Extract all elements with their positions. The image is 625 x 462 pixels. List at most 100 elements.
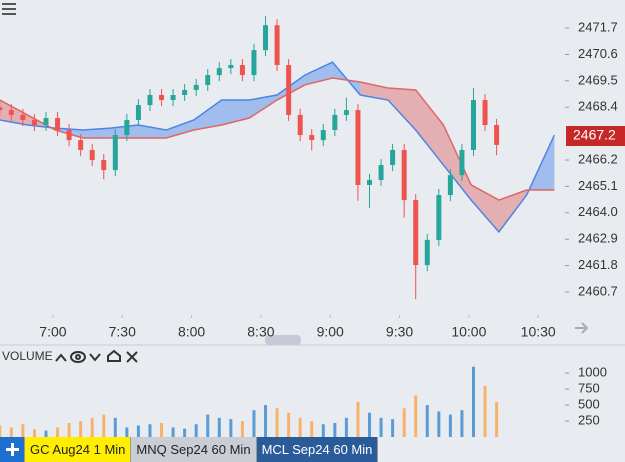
candle-body xyxy=(43,118,49,125)
candle-body xyxy=(286,65,292,115)
cloud-fill xyxy=(443,124,472,201)
candle-body xyxy=(31,119,37,125)
last-price-box xyxy=(566,126,625,147)
volume-bar xyxy=(102,414,106,437)
volume-bar xyxy=(344,417,348,437)
volume-bar xyxy=(425,405,429,437)
candle-body xyxy=(482,100,488,125)
candle-body xyxy=(424,239,430,266)
move-up-icon[interactable] xyxy=(55,353,67,362)
x-tick-label: 9:00 xyxy=(317,324,344,340)
volume-bar xyxy=(160,422,164,437)
cloud-fill xyxy=(387,88,416,131)
candle-body xyxy=(309,135,315,141)
volume-bar xyxy=(113,417,117,437)
candle-body xyxy=(274,25,280,66)
candle-body xyxy=(494,124,500,145)
x-tick-label: 10:00 xyxy=(451,324,486,340)
last-price-label: 2467.2 xyxy=(573,127,616,143)
scroll-thumb[interactable] xyxy=(265,335,301,345)
volume-bar xyxy=(148,424,152,437)
candle-body xyxy=(367,179,373,185)
volume-bar xyxy=(448,414,452,437)
candle-body xyxy=(8,110,14,115)
cloud-fill xyxy=(221,100,250,125)
candle-body xyxy=(170,95,176,101)
settings-icon[interactable] xyxy=(107,349,121,362)
candle-body xyxy=(436,195,442,240)
scroll-right-arrow[interactable] xyxy=(575,322,589,334)
move-down-icon[interactable] xyxy=(89,353,101,362)
x-tick-label: 8:30 xyxy=(247,324,274,340)
add-tab-button[interactable] xyxy=(0,437,25,462)
volume-bar xyxy=(495,401,499,437)
volume-bar xyxy=(56,427,60,437)
tab[interactable]: MNQ Sep24 60 Min xyxy=(131,437,257,462)
y-tick-label: 250 xyxy=(578,412,600,427)
cloud-fill xyxy=(166,119,194,138)
volume-bar xyxy=(125,427,129,437)
x-tick-label: 7:00 xyxy=(39,324,66,340)
volume-bar xyxy=(402,408,406,437)
candle-body xyxy=(355,110,361,185)
volume-bar xyxy=(183,428,187,437)
candle-body xyxy=(66,130,72,141)
y-tick-label: 2461.8 xyxy=(578,257,618,272)
cloud-fill xyxy=(415,89,444,166)
candle-body xyxy=(459,149,465,176)
candle-body xyxy=(182,89,188,96)
visibility-icon[interactable] xyxy=(70,351,86,363)
volume-bar xyxy=(90,417,94,437)
candle-body xyxy=(343,110,349,115)
cloud-line xyxy=(0,61,556,234)
tab[interactable]: MCL Sep24 60 Min xyxy=(256,437,379,462)
volume-bar xyxy=(379,417,383,437)
y-tick-label: 2468.4 xyxy=(578,99,618,114)
price-plot xyxy=(0,16,556,300)
candle-body xyxy=(251,50,257,76)
volume-bar xyxy=(321,424,325,437)
close-icon[interactable] xyxy=(126,351,138,363)
y-tick-label: 2466.2 xyxy=(578,151,618,166)
candle-body xyxy=(124,119,130,136)
candle-body xyxy=(401,149,407,201)
y-tick-label: 1000 xyxy=(578,365,607,380)
volume-bar xyxy=(333,422,337,437)
volume-bar xyxy=(483,385,487,437)
volume-bar xyxy=(471,366,475,437)
volume-bar xyxy=(206,414,210,437)
chart: VOLUME 2471.7 2470.6 2469.5 2468.4 2466.2 246… xyxy=(0,3,625,437)
candle-body xyxy=(332,114,338,131)
candle-body xyxy=(147,95,153,106)
volume-bar xyxy=(264,405,268,437)
volume-bar xyxy=(287,412,291,437)
volume-bar xyxy=(368,412,372,437)
candle-body xyxy=(320,130,326,141)
candle-body xyxy=(470,100,476,150)
candle-body xyxy=(239,65,245,76)
candle-body xyxy=(205,75,211,85)
y-tick-label: 2464.0 xyxy=(578,204,618,219)
y-tick-label: 2462.9 xyxy=(578,231,618,246)
candle-body xyxy=(413,200,419,266)
candle-body xyxy=(159,95,165,101)
tab[interactable]: GC Aug24 1 Min xyxy=(25,437,132,462)
volume-bar xyxy=(310,421,314,437)
volume-bar xyxy=(240,421,244,437)
candle-body xyxy=(101,160,107,171)
volume-bar xyxy=(32,429,36,437)
candle-body xyxy=(78,140,84,150)
candle-body xyxy=(0,107,3,111)
candle-body xyxy=(89,149,95,161)
cloud-fill xyxy=(249,95,278,119)
candle-body xyxy=(263,25,269,51)
volume-bar xyxy=(44,430,48,437)
volume-bar xyxy=(356,401,360,437)
menu-icon[interactable] xyxy=(2,3,16,15)
y-tick-label: 500 xyxy=(578,396,600,411)
candle-body xyxy=(135,105,141,120)
candle-body xyxy=(20,114,26,120)
cloud-fill xyxy=(498,190,527,232)
volume-bar xyxy=(79,421,83,437)
